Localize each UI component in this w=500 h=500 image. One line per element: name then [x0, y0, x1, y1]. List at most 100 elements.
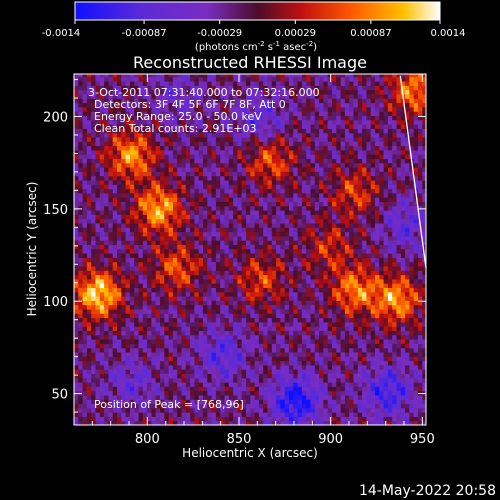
heatmap-cell [74, 214, 79, 220]
heatmap-cell [125, 149, 131, 155]
heatmap-cell [293, 188, 299, 194]
heatmap-cell [160, 356, 165, 362]
heatmap-cell [220, 162, 226, 168]
heatmap-cell [327, 412, 333, 417]
heatmap-cell [332, 222, 337, 228]
heatmap-cell [104, 192, 109, 198]
heatmap-cell [215, 201, 221, 207]
heatmap-cell [151, 253, 157, 258]
heatmap-cell [211, 291, 217, 297]
heatmap-cell [310, 347, 316, 353]
heatmap-cell [258, 308, 264, 314]
heatmap-cell [233, 74, 238, 78]
heatmap-cell [280, 390, 286, 396]
heatmap-cell [263, 171, 269, 177]
heatmap-cell [151, 124, 157, 129]
heatmap-cell [306, 248, 312, 254]
heatmap-cell [306, 296, 312, 301]
heatmap-cell [181, 158, 187, 164]
heatmap-cell [112, 154, 118, 159]
heatmap-cell [129, 304, 135, 310]
heatmap-cell [310, 188, 316, 194]
heatmap-cell [151, 244, 157, 250]
heatmap-cell [314, 98, 320, 104]
heatmap-cell [185, 291, 191, 297]
heatmap-cell [306, 390, 312, 396]
heatmap-cell [314, 248, 320, 254]
heatmap-cell [194, 257, 200, 263]
heatmap-cell [142, 162, 148, 168]
heatmap-cell [190, 394, 195, 400]
heatmap-cell [215, 420, 221, 425]
heatmap-cell [177, 235, 183, 241]
heatmap-cell [125, 304, 131, 310]
heatmap-cell [250, 326, 256, 331]
heatmap-cell [271, 227, 277, 233]
heatmap-cell [164, 253, 170, 258]
heatmap-cell [254, 394, 260, 400]
heatmap-cell [211, 364, 217, 370]
heatmap-cell [82, 296, 88, 301]
heatmap-cell [104, 257, 109, 263]
heatmap-cell [224, 227, 230, 233]
heatmap-cell [134, 154, 140, 159]
heatmap-cell [297, 270, 303, 276]
heatmap-cell [207, 128, 213, 134]
heatmap-cell [198, 356, 204, 362]
heatmap-cell [164, 102, 170, 108]
heatmap-cell [99, 291, 105, 297]
heatmap-cell [250, 227, 256, 233]
heatmap-cell [220, 253, 226, 258]
heatmap-cell [155, 119, 161, 125]
heatmap-cell [112, 227, 118, 233]
heatmap-cell [99, 201, 105, 207]
heatmap-cell [301, 132, 307, 138]
heatmap-cell [151, 412, 157, 417]
heatmap-cell [319, 89, 324, 95]
heatmap-cell [129, 136, 135, 142]
heatmap-cell [198, 222, 204, 228]
heatmap-cell [164, 283, 170, 288]
heatmap-cell [237, 149, 243, 155]
heatmap-cell [112, 377, 118, 383]
heatmap-cell [207, 347, 213, 353]
heatmap-cell [147, 403, 152, 409]
heatmap-cell [271, 343, 277, 349]
heatmap-cell [246, 93, 251, 99]
heatmap-cell [172, 257, 178, 263]
heatmap-cell [86, 124, 92, 129]
heatmap-cell [332, 321, 337, 327]
heatmap-cell [276, 261, 281, 267]
heatmap-cell [310, 201, 316, 207]
heatmap-cell [289, 308, 294, 314]
heatmap-cell [233, 106, 238, 112]
heatmap-cell [168, 377, 174, 383]
heatmap-cell [74, 188, 79, 194]
heatmap-cell [147, 205, 152, 211]
heatmap-cell [293, 154, 299, 159]
heatmap-cell [190, 89, 195, 95]
heatmap-cell [310, 300, 316, 306]
heatmap-cell [258, 386, 264, 392]
heatmap-cell [224, 93, 230, 99]
heatmap-cell [306, 201, 312, 207]
heatmap-cell [319, 351, 324, 357]
heatmap-cell [224, 188, 230, 194]
heatmap-cell [280, 106, 286, 112]
heatmap-cell [258, 124, 264, 129]
heatmap-cell [181, 128, 187, 134]
heatmap-cell [267, 382, 273, 387]
heatmap-cell [121, 248, 127, 254]
heatmap-cell [74, 192, 79, 198]
heatmap-cell [293, 244, 299, 250]
heatmap-cell [258, 390, 264, 396]
heatmap-cell [129, 201, 135, 207]
heatmap-cell [117, 240, 122, 245]
heatmap-cell [95, 416, 101, 422]
heatmap-cell [185, 145, 191, 151]
heatmap-cell [276, 313, 281, 319]
heatmap-cell [323, 364, 329, 370]
heatmap-cell [198, 382, 204, 387]
heatmap-cell [301, 149, 307, 155]
heatmap-cell [289, 132, 294, 138]
